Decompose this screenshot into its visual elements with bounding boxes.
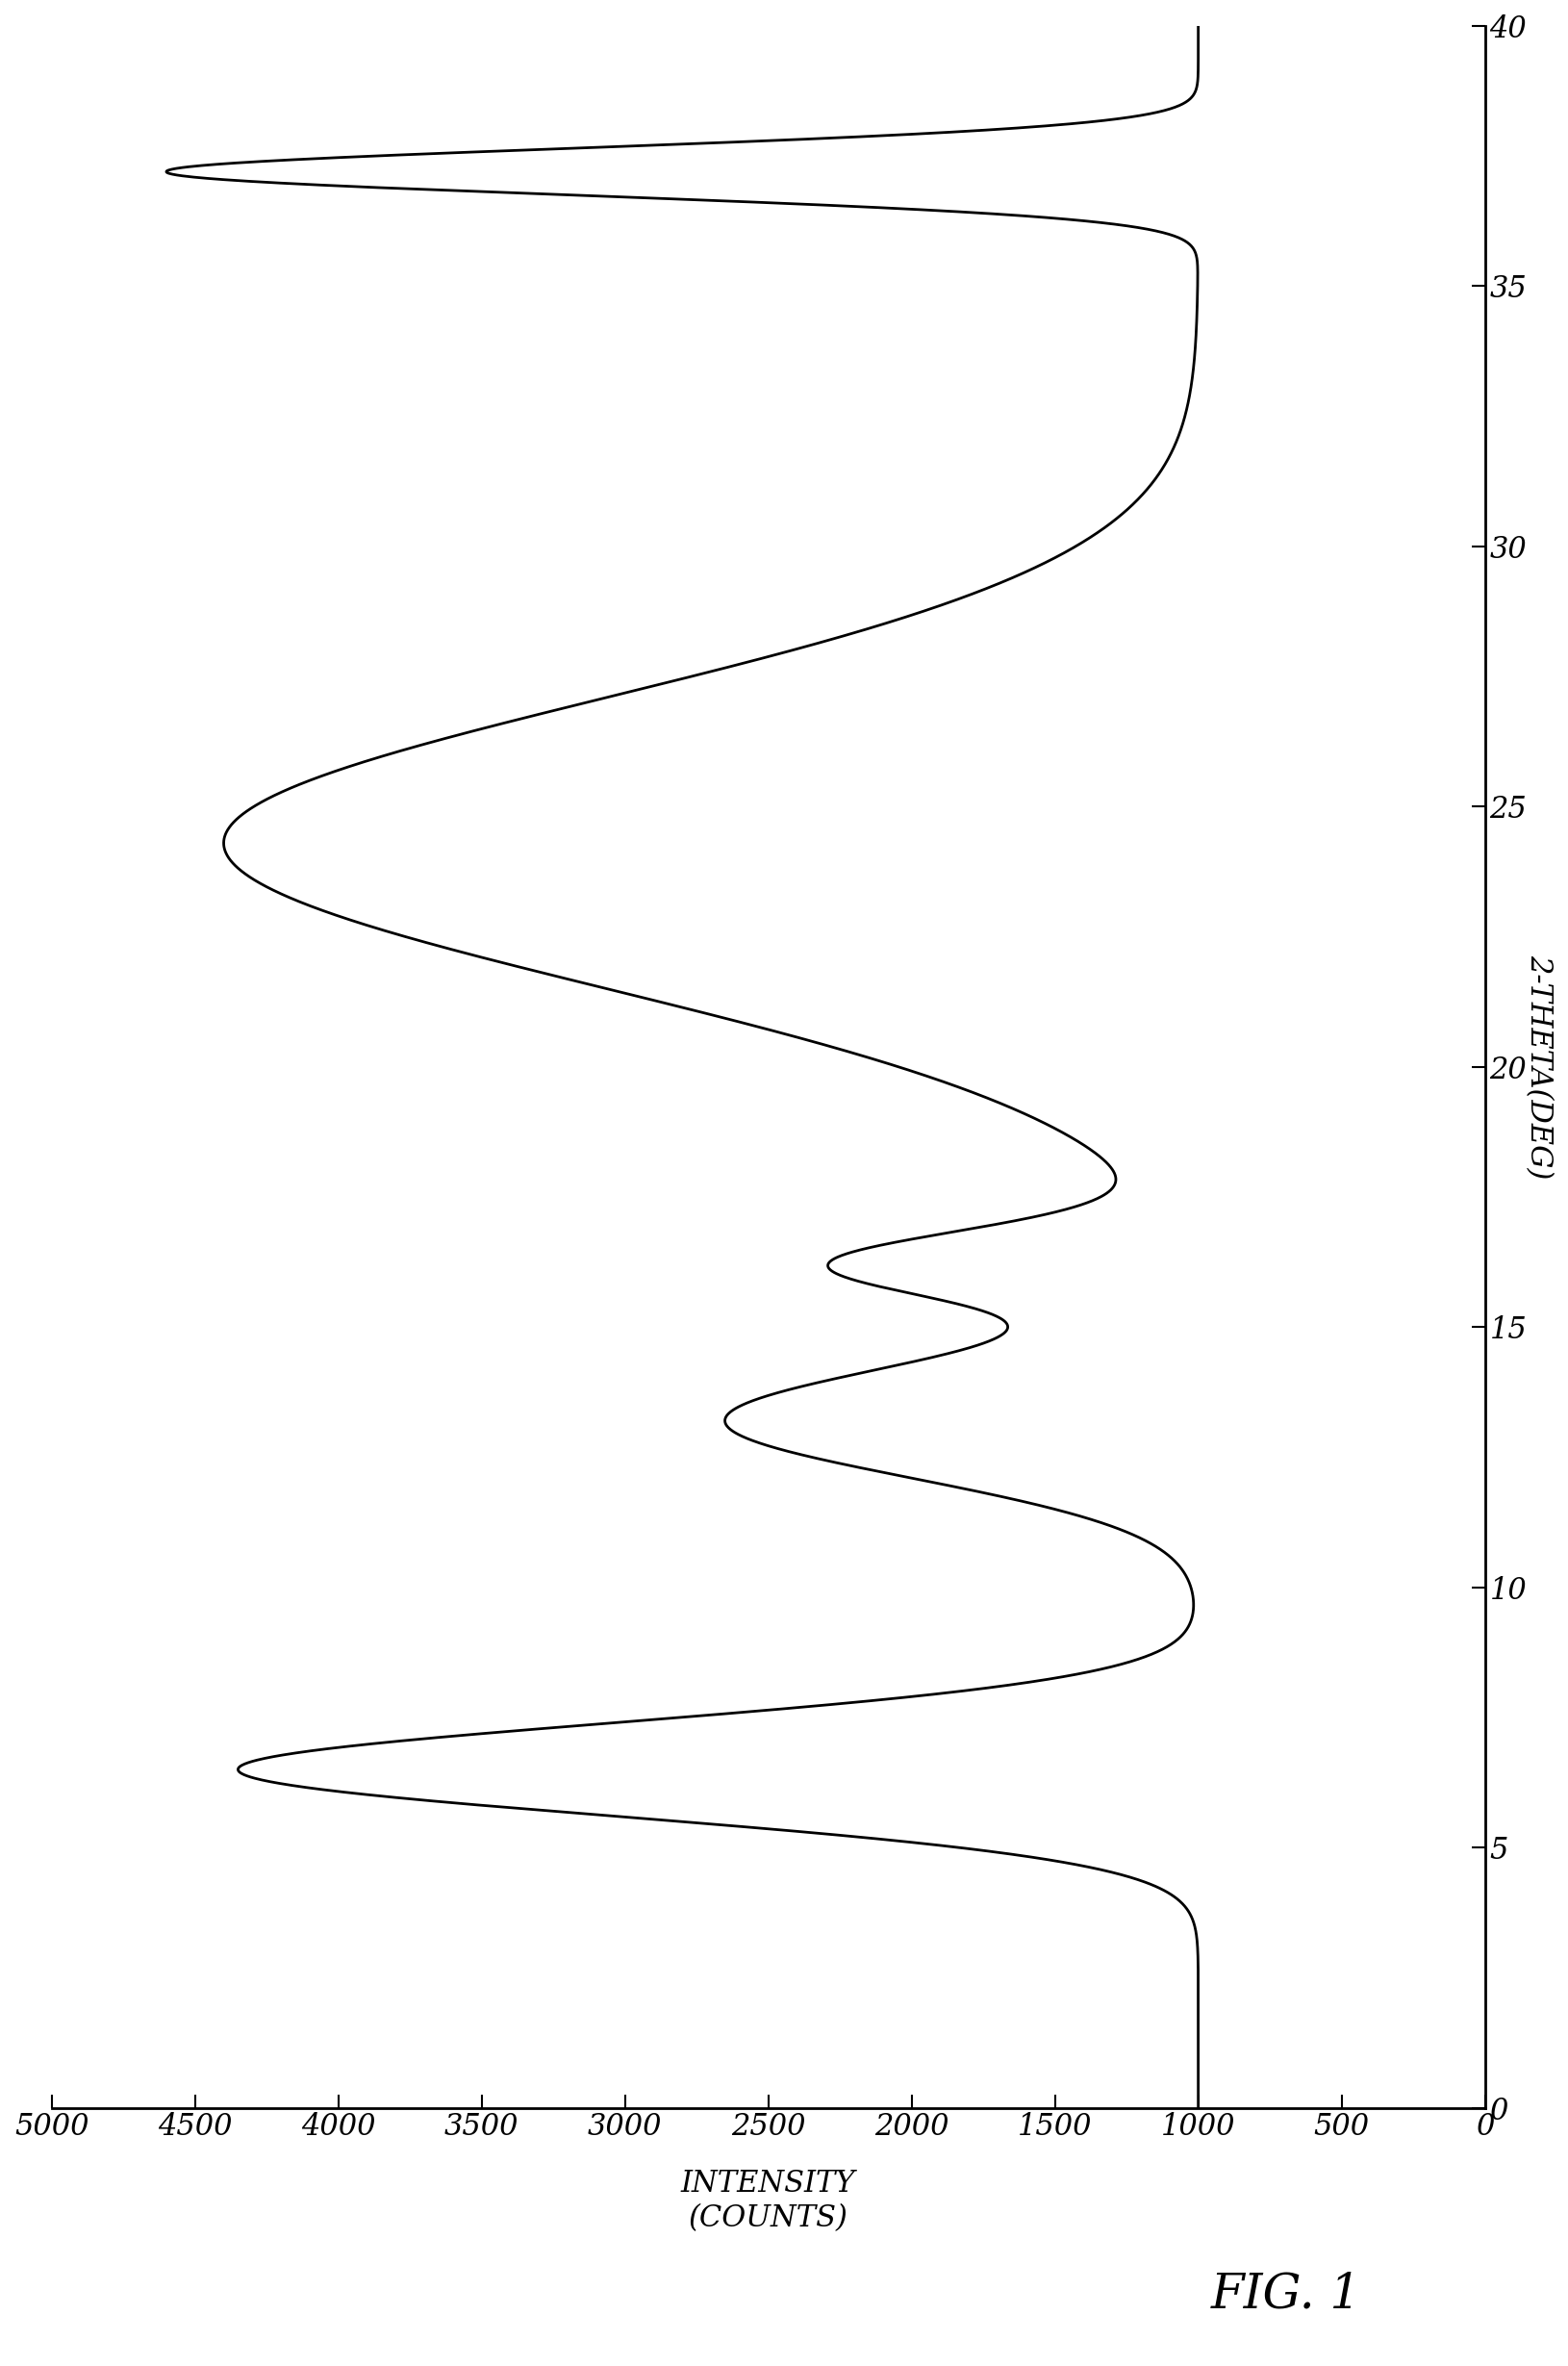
X-axis label: INTENSITY
(COUNTS): INTENSITY (COUNTS) [681,2170,856,2234]
Text: FIG. 1: FIG. 1 [1210,2271,1361,2319]
Y-axis label: 2-THETA(DEG): 2-THETA(DEG) [1524,953,1554,1178]
